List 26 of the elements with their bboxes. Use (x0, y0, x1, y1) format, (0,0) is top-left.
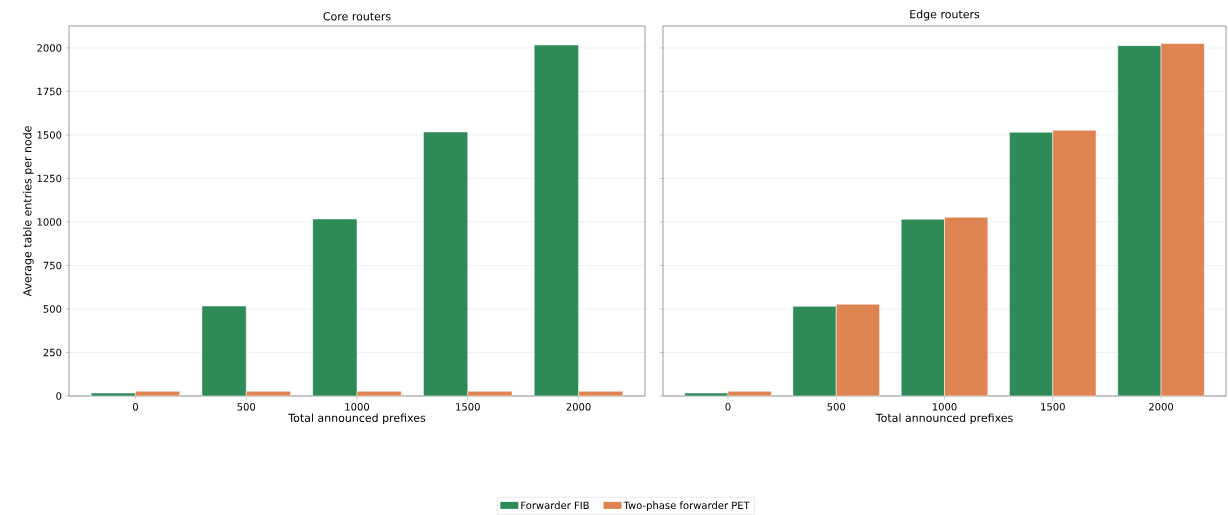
chart-title: Edge routers (910, 9, 980, 21)
y-axis-title: Average table entries per node (23, 126, 34, 297)
x-axis-title: Total announced prefixes (288, 413, 426, 425)
x-axis-title: Total announced prefixes (875, 413, 1013, 425)
x-tick-label: 1000 (932, 403, 957, 411)
legend-label: Two-phase forwarder PET (623, 501, 750, 512)
y-tick-label: 500 (43, 305, 62, 313)
x-tick-label: 0 (132, 403, 138, 411)
chart-title: Core routers (323, 12, 391, 21)
x-tick-label: 2000 (566, 403, 591, 411)
x-tick-label: 1500 (1041, 403, 1065, 411)
y-tick-label: 1750 (37, 87, 62, 96)
y-tick-label: 250 (43, 348, 62, 357)
x-tick-label: 0 (725, 403, 731, 411)
y-tick-label: 750 (43, 261, 62, 270)
legend-label: Forwarder FIB (521, 501, 589, 510)
x-tick-label: 1500 (456, 403, 480, 411)
y-tick-label: 2000 (37, 44, 62, 52)
y-tick-label: 0 (56, 392, 62, 400)
x-tick-label: 500 (827, 403, 846, 411)
y-tick-label: 1500 (37, 131, 62, 139)
y-tick-label: 1250 (37, 174, 62, 183)
y-tick-label: 1000 (37, 218, 62, 226)
x-tick-label: 2000 (1149, 403, 1174, 411)
x-tick-label: 500 (237, 403, 256, 411)
x-tick-label: 1000 (345, 403, 370, 411)
